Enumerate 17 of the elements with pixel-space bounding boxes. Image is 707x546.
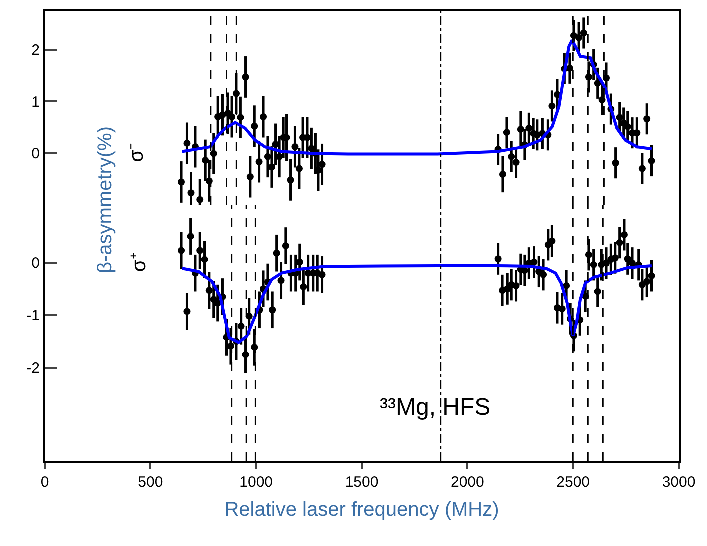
annotation: σ⁻ — [126, 143, 148, 162]
x-axis-title: Relative laser frequency (MHz) — [224, 499, 500, 521]
x-tick-label: 1500 — [345, 474, 379, 491]
annotation: ³³Mg, HFS — [380, 394, 491, 421]
y-tick-label: 1 — [32, 94, 40, 111]
annotation: σ⁺ — [128, 252, 150, 272]
x-tick-label: 1000 — [240, 474, 274, 491]
x-tick-label: 2500 — [556, 474, 590, 491]
y-tick-label: 0 — [32, 146, 40, 163]
x-tick-label: 2000 — [450, 474, 484, 491]
x-tick-label: 3000 — [662, 474, 696, 491]
y-tick-label: -2 — [26, 360, 40, 378]
y-tick-label: 0 — [32, 255, 40, 272]
x-tick-label: 500 — [138, 474, 164, 491]
y-tick-label: -1 — [26, 308, 40, 325]
y-axis-title: β-asymmetry(%) — [94, 126, 117, 274]
y-tick-label: 2 — [32, 42, 40, 60]
